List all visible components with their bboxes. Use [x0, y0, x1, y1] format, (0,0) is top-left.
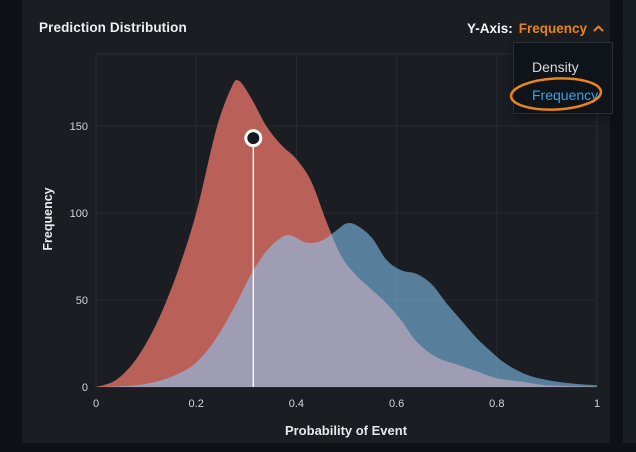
- y-tick-label: 150: [70, 121, 88, 133]
- y-axis-select[interactable]: Y-Axis: Frequency: [467, 21, 604, 36]
- y-axis-dropdown-menu: Density Frequency: [513, 42, 613, 114]
- y-axis-select-value: Frequency: [518, 21, 587, 36]
- y-tick-label: 0: [82, 382, 88, 394]
- y-axis-select-label: Y-Axis:: [466, 21, 513, 36]
- blue-distribution-area: [106, 222, 597, 387]
- x-tick-label: 0.2: [189, 398, 204, 410]
- panel-title: Prediction Distribution: [39, 20, 187, 35]
- x-axis-title: Probability of Event: [284, 423, 408, 438]
- y-tick-label: 100: [70, 208, 88, 220]
- y-tick-label: 50: [76, 295, 88, 307]
- dropdown-option-frequency[interactable]: Frequency: [532, 87, 599, 103]
- chevron-up-icon: [593, 25, 604, 32]
- data-point-marker[interactable]: [244, 129, 263, 148]
- dropdown-option-density[interactable]: Density: [532, 59, 579, 75]
- x-tick-label: 0.6: [389, 398, 404, 410]
- x-tick-label: 0.4: [289, 398, 304, 410]
- x-tick-label: 0.8: [489, 398, 504, 410]
- red-distribution-area: [96, 79, 597, 388]
- x-tick-label: 1: [594, 398, 600, 410]
- y-axis-title: Frequency: [41, 187, 55, 251]
- page-background-column: [623, 0, 636, 443]
- x-tick-label: 0: [93, 398, 99, 410]
